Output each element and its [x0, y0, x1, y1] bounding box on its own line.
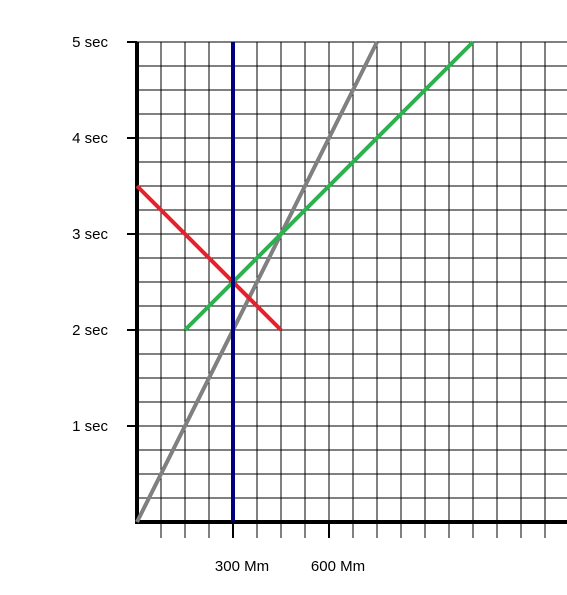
y-tick-label: 5 sec — [72, 34, 108, 51]
y-tick-label: 1 sec — [72, 418, 108, 435]
y-tick-label: 4 sec — [72, 130, 108, 147]
y-tick-label: 3 sec — [72, 226, 108, 243]
line-series — [135, 184, 283, 332]
x-tick-label: 300 Mm — [215, 558, 269, 575]
x-tick-label: 600 Mm — [311, 558, 365, 575]
y-tick-label: 2 sec — [72, 322, 108, 339]
line-series — [135, 41, 379, 523]
